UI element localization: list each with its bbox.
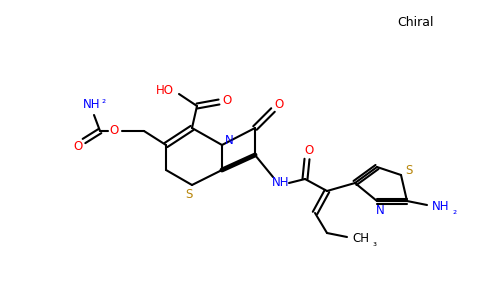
- Text: S: S: [405, 164, 413, 178]
- Text: ₂: ₂: [102, 95, 106, 105]
- Text: NH: NH: [432, 200, 450, 214]
- Text: N: N: [225, 134, 233, 148]
- Text: ₂: ₂: [453, 206, 457, 216]
- Text: HO: HO: [156, 83, 174, 97]
- Text: O: O: [304, 145, 314, 158]
- Text: O: O: [109, 124, 119, 137]
- Text: S: S: [185, 188, 193, 202]
- Text: N: N: [376, 203, 384, 217]
- Text: ₃: ₃: [372, 238, 376, 248]
- Text: O: O: [222, 94, 232, 106]
- Text: NH: NH: [83, 98, 101, 110]
- Text: O: O: [274, 98, 284, 112]
- Text: NH: NH: [272, 176, 290, 190]
- Text: O: O: [74, 140, 83, 154]
- Text: CH: CH: [352, 232, 369, 245]
- Text: Chiral: Chiral: [397, 16, 433, 28]
